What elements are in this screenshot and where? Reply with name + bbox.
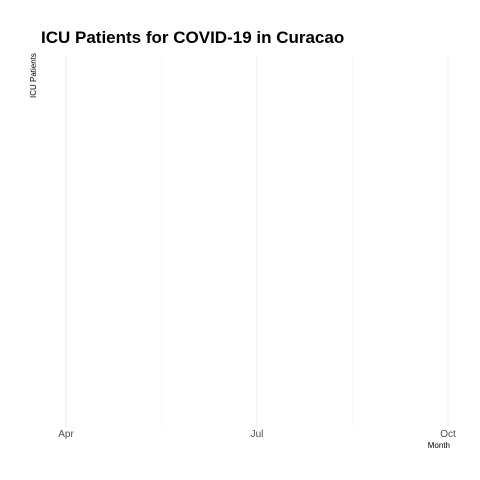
- chart-title: ICU Patients for COVID-19 in Curacao: [41, 28, 344, 47]
- x-axis-label: Month: [428, 441, 450, 450]
- x-tick-label: Apr: [58, 429, 74, 440]
- x-tick-label: Jul: [251, 429, 264, 440]
- x-axis-ticks: Apr Jul Oct: [58, 429, 456, 440]
- gridlines: [65, 57, 449, 427]
- y-axis-label: ICU Patients: [29, 53, 38, 98]
- x-tick-label: Oct: [440, 429, 456, 440]
